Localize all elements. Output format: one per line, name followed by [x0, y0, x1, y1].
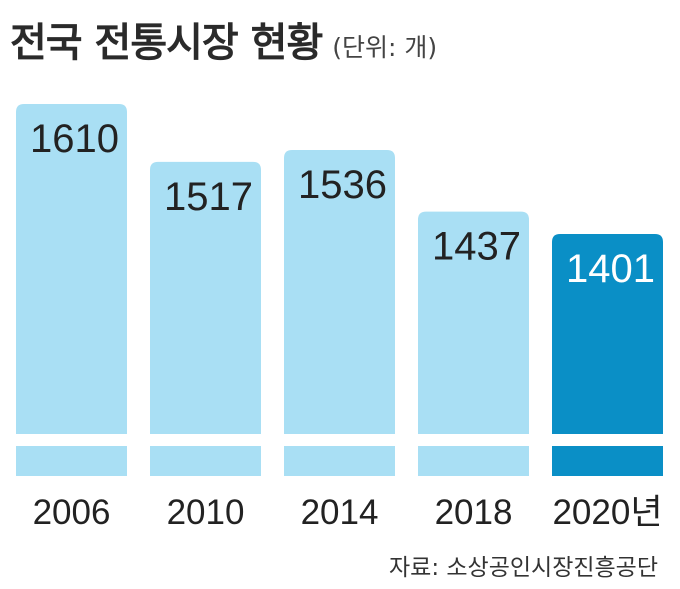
- bar-group: 1536 2014: [284, 150, 395, 532]
- bar: [418, 211, 529, 434]
- bar: [552, 234, 663, 434]
- category-label: 2006: [33, 493, 111, 532]
- chart-title: 전국 전통시장 현황: [10, 20, 323, 66]
- bar-group: 1401 2020년: [552, 234, 663, 532]
- bar: [150, 161, 261, 434]
- bar-group: 1437 2018: [418, 211, 529, 532]
- unit-label: (단위: 개): [332, 33, 438, 62]
- value-label: 1401: [566, 247, 655, 291]
- source-note: 자료: 소상공인시장진흥공단: [389, 555, 658, 581]
- category-label: 2020년: [552, 493, 662, 532]
- value-label: 1437: [432, 225, 521, 269]
- bar-base: [418, 446, 529, 476]
- value-label: 1536: [298, 163, 387, 207]
- bar-base: [284, 446, 395, 476]
- value-label: 1517: [164, 175, 253, 219]
- title-row: 전국 전통시장 현황 (단위: 개): [10, 10, 437, 68]
- bar-group: 1610 2006: [16, 104, 127, 532]
- bar-group: 1517 2010: [150, 161, 261, 532]
- category-label: 2014: [301, 493, 379, 532]
- category-label: 2018: [435, 493, 513, 532]
- value-label: 1610: [30, 117, 119, 161]
- bar: [16, 104, 127, 434]
- bar-base: [16, 446, 127, 476]
- bar-base: [150, 446, 261, 476]
- bar-base: [552, 446, 663, 476]
- category-label: 2010: [167, 493, 245, 532]
- bar: [284, 150, 395, 435]
